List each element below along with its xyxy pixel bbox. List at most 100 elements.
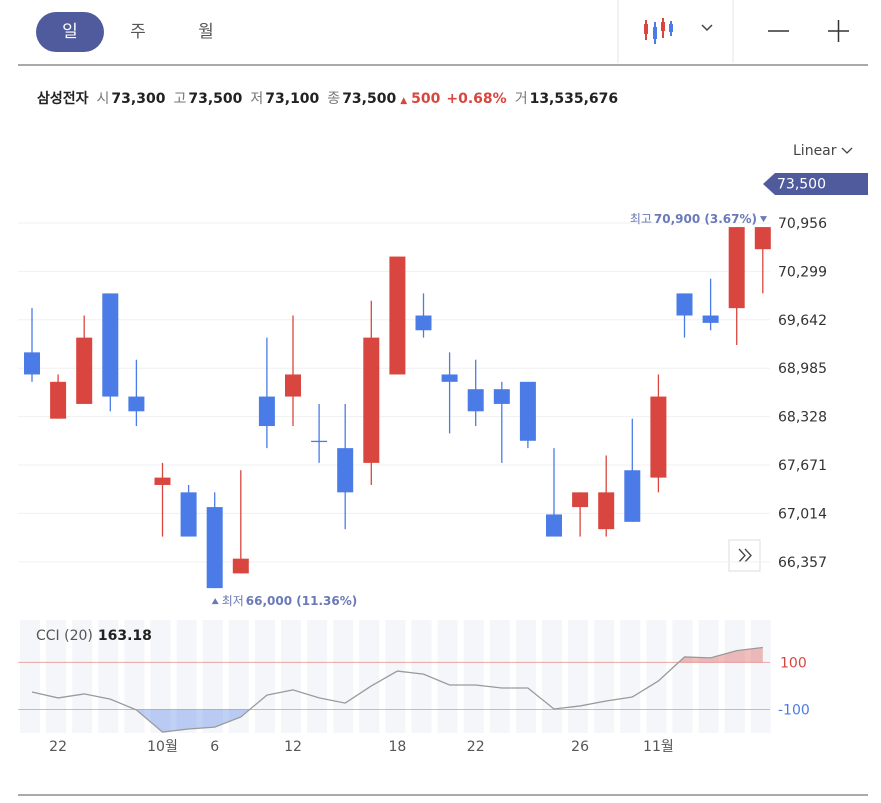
candle-body [285,374,301,397]
stock-name: 삼성전자 [37,91,89,107]
candle-body [206,507,223,589]
stripe [489,620,510,733]
field-label: 시 [96,91,110,107]
change-pct: +0.68% [446,91,507,107]
period-tab[interactable]: 월 [198,22,214,42]
x-tick-label: 6 [210,739,219,755]
candle-body [76,337,93,404]
candle-body [311,440,328,443]
candle-body [624,470,641,522]
price-tag [763,173,868,195]
stripe [333,620,354,733]
stripe [724,620,745,733]
candle-body [154,477,171,485]
candle-body [650,396,667,478]
period-tab[interactable]: 일 [36,12,104,52]
stripe [20,620,40,733]
candle-body [258,396,275,427]
scale-chevron [841,147,853,154]
period-tab[interactable]: 주 [130,22,146,42]
candle-body [389,256,406,375]
x-tick-label: 11월 [643,739,674,755]
field-label: 고 [173,91,187,107]
cci-line [31,646,763,733]
high-annotation-text: 70,900 (3.67%) [654,212,757,226]
stripe [307,620,328,733]
scale-mode[interactable]: Linear [793,143,837,159]
x-tick-label: 12 [284,739,302,755]
stripe [228,620,249,733]
y-tick-label: 70,299 [778,264,827,280]
stripe [698,620,719,733]
stripe [254,620,275,733]
high-marker [760,216,767,223]
candle-body [337,448,354,493]
candle-body [728,227,745,309]
candle-body [598,492,615,530]
change-arrow: ▲ [400,96,408,106]
stripe [385,620,406,733]
stripe [594,620,615,733]
low-marker [211,598,219,605]
candle-body [232,558,249,574]
candle-body [24,352,40,375]
field-value: 73,500 [188,91,243,107]
zoom-in-button[interactable] [828,20,849,42]
field-label: 종 [327,91,341,107]
candle-body [128,396,145,412]
stripe [281,620,301,733]
candle-body [363,337,380,463]
stripe [437,620,458,733]
stripe [124,620,145,733]
candle-body [50,381,67,419]
price-tag-label: 73,500 [777,177,826,193]
upper-area [32,647,763,663]
x-tick-label: 22 [467,739,485,755]
volume-label: 거 [514,91,528,107]
high-annotation-label: 최고 [630,212,652,226]
stripe [98,620,119,733]
field-value: 73,500 [342,91,397,107]
y-tick-label: 100 [780,655,807,671]
lower-area [135,709,250,733]
stripe [150,620,171,733]
y-tick-label: 66,357 [778,555,827,571]
candle-body [493,389,510,404]
field-value: 73,300 [111,91,166,107]
volume: 13,535,676 [529,91,619,107]
cci-value: 163.18 [98,628,152,644]
stripe [646,620,667,733]
stripe [463,620,484,733]
change: 500 [411,91,441,107]
candle-body [467,389,484,412]
stripe [672,620,693,733]
candle-body [676,293,693,316]
stripe [568,620,589,733]
scroll-button[interactable] [728,539,761,572]
candle-body [546,514,562,537]
x-tick-label: 18 [388,739,406,755]
candle-body [180,492,197,537]
quote-line: 삼성전자 시 73,300 고 73,500 저 73,100 종 73,500 ▲ 500 +0.6… [37,88,618,108]
stripe [176,620,197,733]
stripe [202,620,223,733]
field-value: 73,100 [265,91,320,107]
stripe [620,620,641,733]
y-tick-label: 68,985 [778,361,827,377]
candle-body [572,492,589,508]
x-tick-label: 22 [49,739,67,755]
x-tick-label: 10월 [147,739,178,755]
y-tick-label: 69,642 [778,313,827,329]
y-tick-label: -100 [778,702,810,718]
x-tick-label: 26 [571,739,589,755]
candle-body [754,227,771,250]
stripe [72,620,93,733]
candle-body [102,293,119,397]
stripe [46,620,67,733]
chart-type-button[interactable] [644,18,713,44]
candle-body [519,381,536,441]
high-annotation: 최고 70,900 (3.67%) [630,212,757,226]
stripe [359,620,380,733]
